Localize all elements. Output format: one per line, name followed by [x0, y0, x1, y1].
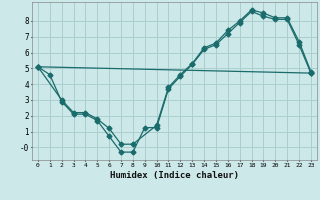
X-axis label: Humidex (Indice chaleur): Humidex (Indice chaleur)	[110, 171, 239, 180]
